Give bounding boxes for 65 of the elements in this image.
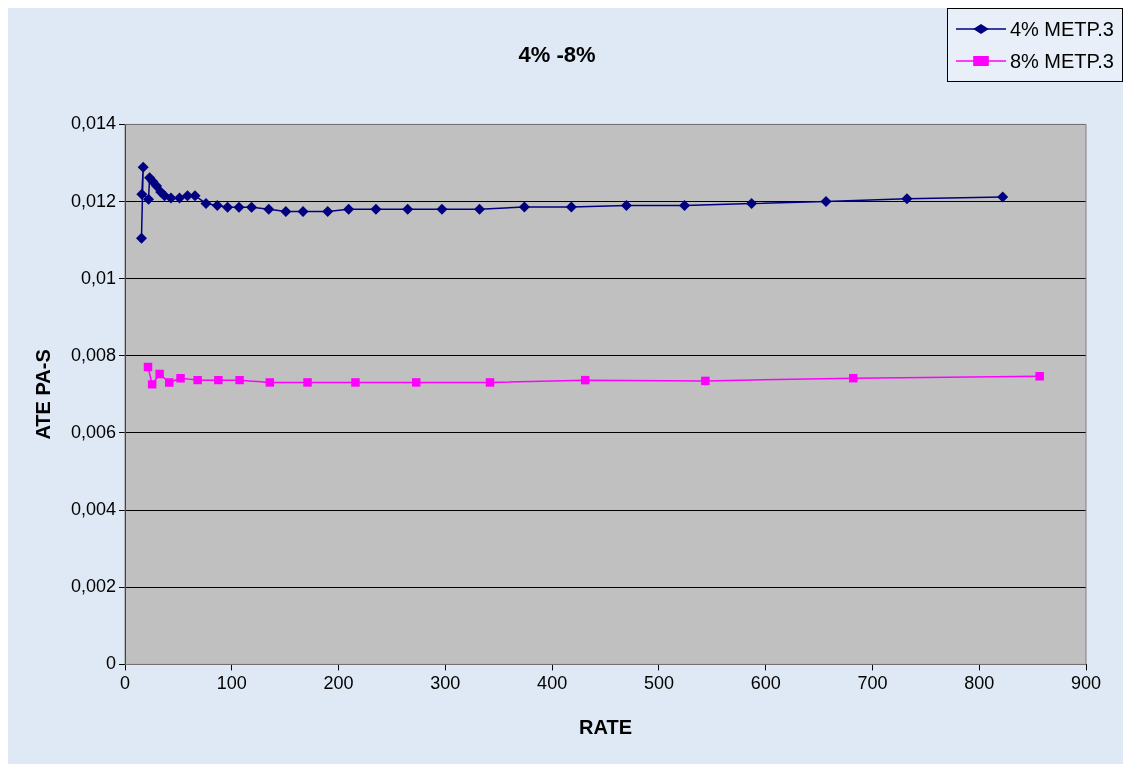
point [997,191,1009,203]
point [351,378,360,387]
point [143,193,155,205]
point [174,192,185,204]
point [1035,372,1044,381]
point [233,201,245,213]
y-axis-title: ATE PA-S [31,349,54,440]
x-tick-label: 600 [750,673,781,694]
point [518,201,530,213]
point [746,197,758,209]
point [265,378,275,387]
point [343,203,355,215]
x-tick-label: 0 [120,673,131,694]
point [474,203,486,215]
y-tick-label: 0,014 [71,113,117,134]
legend-label: 8% METP.3 [1009,49,1114,73]
point [147,380,157,389]
point [165,192,177,204]
point [193,375,202,385]
point [165,378,174,387]
point [565,201,577,213]
x-tick-label: 900 [1070,673,1102,694]
point [485,378,495,387]
point [137,161,149,173]
point [222,201,234,213]
point [701,376,710,386]
x-tick-label: 300 [430,673,461,694]
point [214,375,223,385]
x-tick-label: 800 [964,673,995,694]
x-tick-label: 500 [643,673,674,694]
point [322,206,334,218]
y-tick-label: 0,008 [71,344,117,365]
point [679,199,691,211]
point [436,203,448,215]
point [303,378,312,387]
chart-title: 4% -8% [518,42,596,68]
x-tick-label: 700 [857,673,888,694]
point [370,203,382,215]
x-tick-label: 400 [537,673,568,694]
y-tick-label: 0,002 [71,576,117,597]
point [402,203,414,215]
point [235,375,244,385]
point [211,199,223,211]
y-tick-label: 0,012 [71,190,117,211]
point [411,378,421,387]
point [297,206,309,218]
point [155,369,164,379]
point [176,373,185,383]
point [246,201,258,213]
point [280,206,292,218]
point [820,196,832,208]
y-tick-label: 0 [106,653,117,674]
legend-label: 4% METP.3 [1009,17,1114,41]
point [136,188,148,200]
y-tick-label: 0,006 [71,421,117,442]
x-tick-label: 100 [216,673,247,694]
point [620,199,632,211]
point [263,203,275,215]
point [135,232,147,244]
x-axis-title: RATE [579,715,633,738]
y-tick-label: 0,004 [71,499,117,520]
y-tick-label: 0,01 [81,267,117,288]
point [901,193,913,205]
point [200,197,212,209]
x-tick-label: 200 [323,673,354,694]
